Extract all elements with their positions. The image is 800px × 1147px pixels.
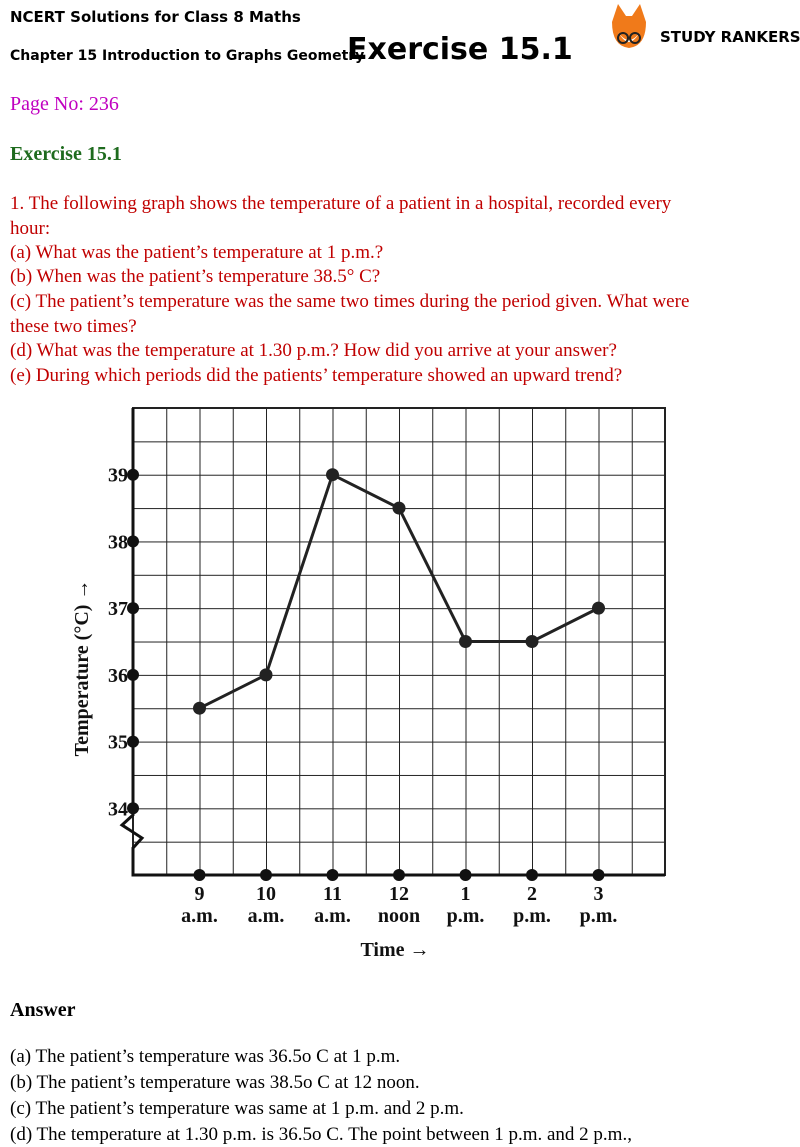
y-tick-label: 35 xyxy=(108,732,128,754)
data-point xyxy=(193,701,206,715)
axes xyxy=(119,408,665,877)
y-tick-mark xyxy=(127,802,139,815)
data-point xyxy=(392,501,406,515)
answer-part: (b) The patient’s temperature was 38.5o … xyxy=(10,1072,420,1093)
x-tick-label: 11 a.m. xyxy=(314,883,351,927)
x-tick-mark xyxy=(260,869,272,881)
logo xyxy=(612,4,646,48)
question-part: (e) During which periods did the patient… xyxy=(10,365,623,386)
question-part: (c) The patient’s temperature was the sa… xyxy=(10,291,690,337)
data-point xyxy=(525,635,539,648)
question-part: (a) What was the patient’s temperature a… xyxy=(10,242,384,263)
question-intro: 1. The following graph shows the tempera… xyxy=(10,193,672,239)
data-point xyxy=(326,468,339,482)
y-tick-mark xyxy=(127,735,139,748)
section-heading: Exercise 15.1 xyxy=(10,143,122,165)
x-tick-mark xyxy=(526,869,538,881)
answer-heading: Answer xyxy=(10,999,76,1021)
x-axis-title: Time → xyxy=(360,939,429,961)
y-tick-label: 37 xyxy=(108,598,128,620)
x-tick-mark xyxy=(393,869,405,881)
y-tick-mark xyxy=(127,468,139,481)
data-point xyxy=(459,635,472,648)
y-tick-mark xyxy=(127,535,139,548)
x-tick-mark xyxy=(592,869,605,881)
brand: STUDY RANKERS xyxy=(660,28,800,46)
page-number: Page No: 236 xyxy=(10,93,119,115)
answer-part: (d) The temperature at 1.30 p.m. is 36.5… xyxy=(10,1124,632,1145)
x-tick-label: 9 a.m. xyxy=(181,883,218,927)
chart: Time → Temperature (°C) → 34 35 36 37 38 39 9 a… xyxy=(71,407,666,961)
x-tick-label: 12 noon xyxy=(378,883,420,927)
exercise-heading: Exercise 15.1 xyxy=(347,32,573,67)
y-tick-label: 39 xyxy=(108,465,128,487)
answer-part: (a) The patient’s temperature was 36.5o … xyxy=(10,1046,401,1067)
x-tick-label: 3 p.m. xyxy=(580,883,618,927)
y-tick-label: 36 xyxy=(108,665,128,687)
y-tick-mark xyxy=(127,602,139,615)
chapter: Chapter 15 Introduction to Graphs Geomet… xyxy=(10,48,365,64)
x-tick-label: 2 p.m. xyxy=(513,883,551,927)
data-point xyxy=(259,668,273,682)
x-tick-label: 10 a.m. xyxy=(248,883,285,927)
y-axis-title: Temperature (°C) → xyxy=(71,580,93,757)
y-tick-label: 38 xyxy=(108,531,128,553)
x-tick-label: 1 p.m. xyxy=(447,883,485,927)
y-tick-mark xyxy=(127,668,139,681)
question-part: (b) When was the patient’s temperature 3… xyxy=(10,266,381,287)
x-tick-mark xyxy=(459,869,472,881)
y-tick-label: 34 xyxy=(108,798,128,820)
doc-title: NCERT Solutions for Class 8 Maths xyxy=(10,8,301,26)
grid xyxy=(132,407,666,876)
x-tick-mark xyxy=(326,869,339,881)
question-part: (d) What was the temperature at 1.30 p.m… xyxy=(10,340,617,361)
answer-part: (c) The patient’s temperature was same a… xyxy=(10,1098,464,1119)
x-tick-mark xyxy=(193,869,206,881)
data-point xyxy=(592,601,605,615)
